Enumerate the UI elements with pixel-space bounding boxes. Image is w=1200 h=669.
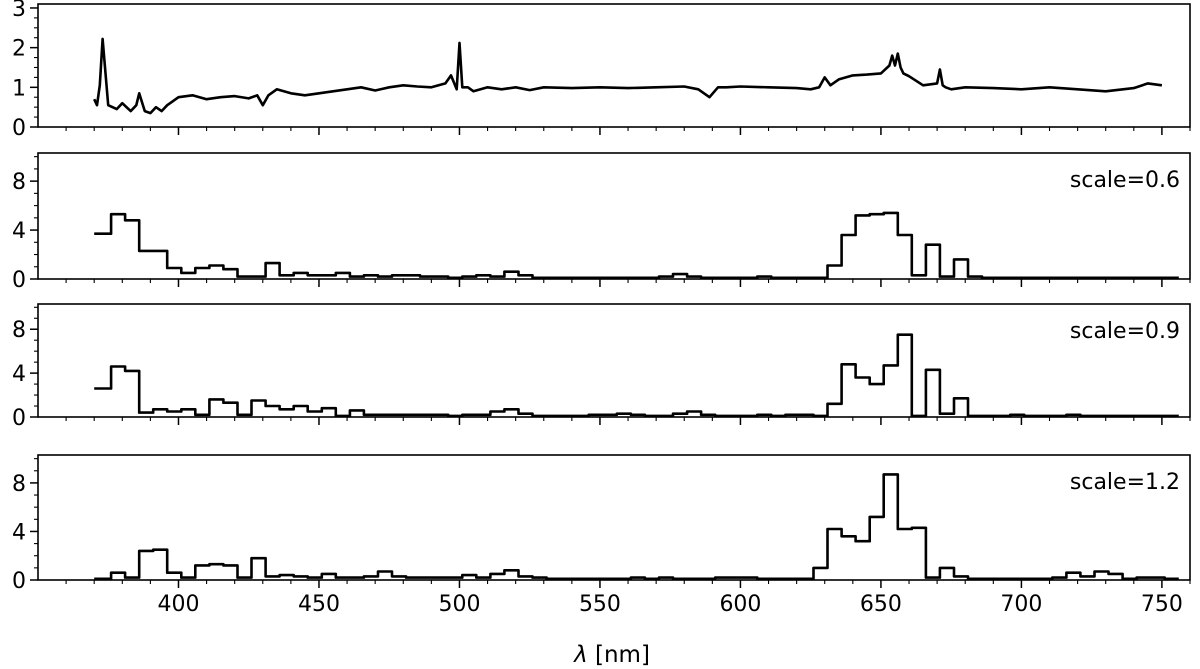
panel-top: 0 1 2 3 [12, 0, 1191, 141]
series-line-scale-0.9 [94, 333, 1179, 418]
y-tick-label: 2 [12, 37, 26, 62]
axes-frame-scale-0.6 [37, 152, 1191, 280]
x-tick-label: 750 [1141, 592, 1183, 617]
y-tick-label: 4 [12, 362, 26, 387]
x-tick-label: 450 [298, 592, 340, 617]
panel-scale-1.2: 0 4 8 scale=1.2 [12, 454, 1191, 594]
x-tick-label: 500 [438, 592, 480, 617]
x-axis-label-symbol: λ [572, 642, 588, 668]
x-tick-label: 400 [157, 592, 199, 617]
x-tick-label: 600 [719, 592, 761, 617]
y-tick-label: 0 [12, 406, 26, 431]
y-tick-label: 8 [12, 318, 26, 343]
y-tick-label: 0 [12, 569, 26, 594]
axes-frame-scale-1.2 [37, 454, 1191, 581]
x-axis-label: λ [nm] [572, 642, 650, 668]
y-tick-label: 1 [12, 76, 26, 101]
x-tick-label: 650 [860, 592, 902, 617]
y-tick-label: 0 [12, 116, 26, 141]
axes-frame-top [37, 3, 1191, 128]
panel-scale-0.9: 0 4 8 scale=0.9 [12, 303, 1191, 431]
axes-frame-scale-0.9 [37, 303, 1191, 418]
x-tick-label: 550 [579, 592, 621, 617]
scale-annotation: scale=0.9 [1070, 319, 1180, 344]
y-tick-label: 3 [12, 0, 26, 22]
series-line-scale-1.2 [94, 473, 1179, 581]
series-line-top [93, 37, 1163, 115]
y-tick-label: 8 [12, 170, 26, 195]
y-tick-label: 0 [12, 268, 26, 293]
x-axis-label-unit: [nm] [588, 642, 650, 668]
panel-scale-0.6: 0 4 8 scale=0.6 [12, 152, 1191, 293]
x-tick-label: 700 [1000, 592, 1042, 617]
y-tick-label: 4 [12, 219, 26, 244]
y-tick-label: 8 [12, 472, 26, 497]
y-tick-label: 4 [12, 520, 26, 545]
scale-annotation: scale=1.2 [1070, 470, 1180, 495]
series-line-scale-0.6 [94, 211, 1179, 280]
scale-annotation: scale=0.6 [1070, 168, 1180, 193]
